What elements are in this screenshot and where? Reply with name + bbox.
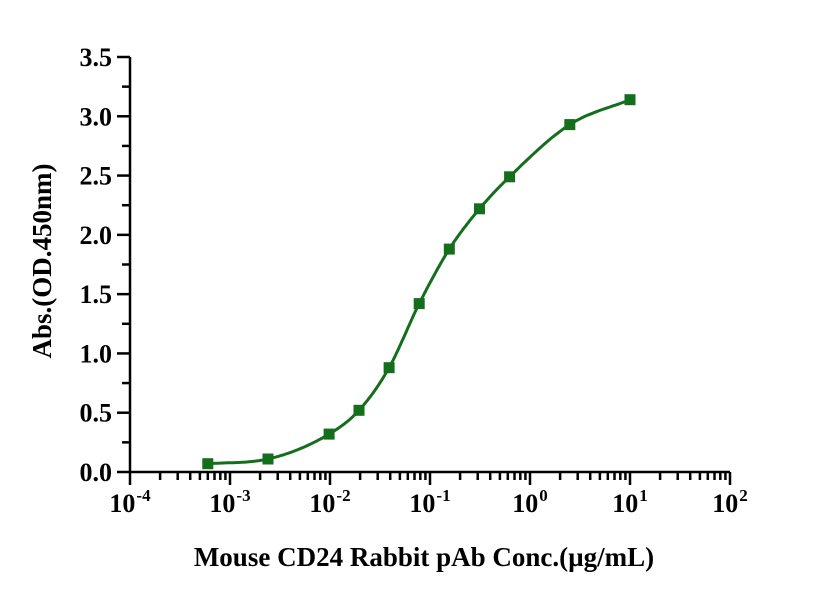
data-point (353, 404, 365, 416)
y-tick-label: 3.5 (80, 43, 113, 72)
data-point (474, 203, 485, 215)
x-axis-title: Mouse CD24 Rabbit pAb Conc.(µg/mL) (193, 542, 655, 572)
axes (128, 57, 730, 474)
x-tick-label: 100 (512, 486, 548, 518)
x-tick-label: 102 (712, 486, 748, 518)
data-point (413, 298, 425, 310)
data-point (443, 243, 455, 255)
x-tick-label: 10-3 (209, 486, 250, 518)
x-tick-label: 101 (612, 486, 648, 518)
data-point (262, 453, 274, 465)
y-tick-labels: 0.0 0.5 1.0 1.5 2.0 2.5 3.0 3.5 (80, 43, 113, 487)
data-point (323, 428, 335, 440)
data-point (504, 171, 516, 183)
fit-curve (206, 98, 632, 466)
x-tick-label: 10-1 (409, 486, 450, 518)
data-point (624, 94, 636, 106)
x-tick-label: 10-2 (309, 486, 350, 518)
y-tick-label: 1.0 (80, 339, 113, 368)
x-tick-labels: 10-4 10-3 10-2 10-1 100 101 102 (109, 486, 747, 518)
y-axis-ticks (117, 55, 130, 474)
data-point (564, 119, 576, 131)
data-point (202, 458, 214, 470)
y-axis-title: Abs.(OD.450nm) (26, 163, 57, 359)
data-point (383, 362, 395, 374)
data-points (202, 94, 636, 470)
y-tick-label: 0.5 (80, 399, 113, 428)
y-tick-label: 1.5 (80, 280, 113, 309)
y-tick-label: 2.5 (80, 162, 113, 191)
y-tick-label: 0.0 (80, 458, 113, 487)
y-tick-label: 3.0 (80, 102, 113, 131)
y-tick-label: 2.0 (80, 221, 113, 250)
x-axis-ticks (128, 472, 732, 485)
x-tick-label: 10-4 (109, 486, 151, 518)
